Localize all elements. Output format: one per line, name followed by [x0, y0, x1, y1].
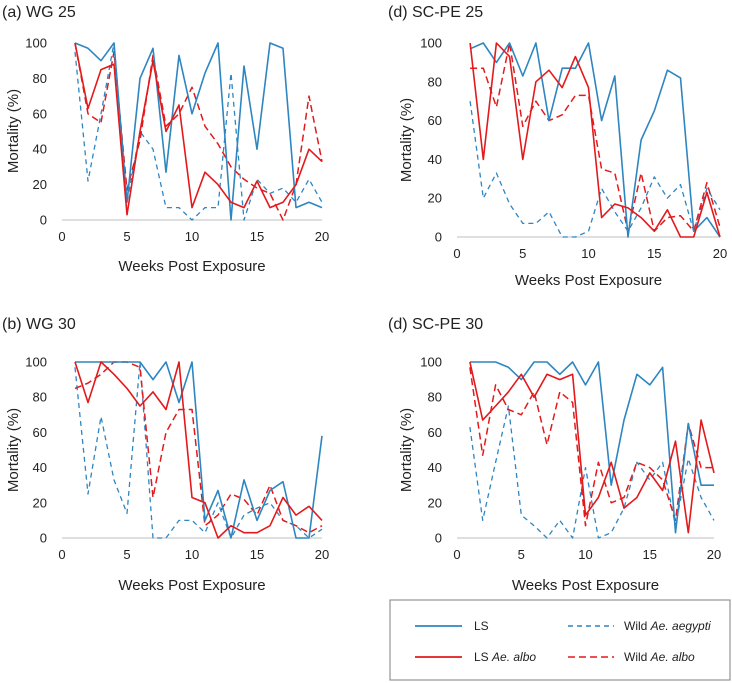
y-tick-label: 20 [33, 495, 47, 510]
x-tick-label: 10 [185, 547, 199, 562]
y-tick-label: 100 [25, 355, 47, 370]
chart-title: (b) WG 30 [2, 316, 76, 333]
x-tick-label: 10 [581, 246, 595, 261]
series-line-wild-ae-aegypti [469, 101, 721, 238]
y-axis-label: Mortality (%) [398, 408, 415, 492]
legend: LS LS Ae. albo Wild Ae. aegypti Wild Ae.… [389, 599, 731, 681]
series-line-ls [469, 42, 721, 238]
x-tick-label: 0 [453, 547, 460, 562]
x-tick-label: 10 [578, 547, 592, 562]
x-tick-label: 0 [58, 229, 65, 244]
legend-label-ls-albo: LS Ae. albo [474, 650, 536, 664]
series-line-ls-ae-albo [74, 361, 323, 539]
series-line-wild-ae-albo [470, 42, 721, 232]
x-tick-label: 20 [315, 229, 329, 244]
y-axis-label: Mortality (%) [398, 98, 415, 182]
y-tick-label: 40 [33, 142, 47, 157]
x-tick-label: 20 [315, 547, 329, 562]
y-tick-label: 0 [40, 531, 47, 546]
y-tick-label: 60 [33, 425, 47, 440]
x-tick-label: 5 [123, 547, 130, 562]
x-tick-label: 20 [707, 547, 721, 562]
x-tick-label: 5 [518, 547, 525, 562]
y-tick-label: 60 [428, 113, 442, 128]
x-tick-label: 15 [647, 246, 661, 261]
x-axis-label: Weeks Post Exposure [118, 577, 265, 594]
y-tick-label: 80 [33, 71, 47, 86]
y-axis-label: Mortality (%) [5, 408, 22, 492]
chart-panel-d: (d) SC-PE 25 0 20 40 60 80 100 0 5 10 15 20 Mortalit… [388, 4, 727, 289]
chart-panel-b: (b) WG 30 0 20 40 60 80 100 0 5 10 15 20 Mortality (… [2, 316, 329, 594]
series-line-ls-ae-albo [469, 361, 715, 534]
x-axis-label: Weeks Post Exposure [118, 258, 265, 275]
y-tick-label: 60 [33, 106, 47, 121]
chart-title: (d) SC-PE 25 [388, 4, 483, 21]
y-tick-label: 60 [428, 425, 442, 440]
y-tick-label: 20 [33, 177, 47, 192]
series-line-ls [469, 361, 714, 534]
x-tick-label: 5 [519, 246, 526, 261]
y-tick-label: 40 [33, 460, 47, 475]
series-line-ls-ae-albo [74, 42, 323, 216]
chart-panel-a: (a) WG 25 0 20 40 60 80 100 0 5 10 15 20 Mortality (… [2, 4, 329, 275]
y-tick-label: 100 [25, 36, 47, 51]
y-tick-label: 80 [428, 390, 442, 405]
x-axis-label: Weeks Post Exposure [515, 272, 662, 289]
y-tick-label: 80 [33, 390, 47, 405]
y-tick-label: 100 [420, 36, 442, 51]
chart-title: (d) SC-PE 30 [388, 316, 483, 333]
chart-title: (a) WG 25 [2, 4, 76, 21]
y-axis-label: Mortality (%) [5, 89, 22, 173]
legend-label-wild-albo: Wild Ae. albo [624, 650, 695, 664]
legend-label-ls: LS [474, 619, 489, 633]
x-tick-label: 0 [58, 547, 65, 562]
x-axis-label: Weeks Post Exposure [512, 577, 659, 594]
series-line-ls [75, 361, 323, 539]
y-tick-label: 0 [435, 531, 442, 546]
y-tick-label: 20 [428, 191, 442, 206]
x-tick-label: 20 [713, 246, 727, 261]
y-tick-label: 0 [40, 213, 47, 228]
y-tick-label: 100 [420, 355, 442, 370]
y-tick-label: 20 [428, 495, 442, 510]
series-line-ls [74, 42, 323, 221]
x-tick-label: 15 [643, 547, 657, 562]
series-line-wild-ae-albo [469, 367, 714, 527]
legend-box [389, 599, 731, 681]
y-tick-label: 40 [428, 152, 442, 167]
y-tick-label: 80 [428, 74, 442, 89]
x-tick-label: 15 [250, 547, 264, 562]
x-tick-label: 10 [185, 229, 199, 244]
x-tick-label: 5 [123, 229, 130, 244]
series-line-ls-ae-albo [469, 42, 721, 238]
chart-panel-d2: (d) SC-PE 30 0 20 40 60 80 100 0 5 10 15 20 Mortalit… [388, 316, 721, 594]
legend-label-wild-aegypti: Wild Ae. aegypti [624, 619, 711, 633]
x-tick-label: 0 [453, 246, 460, 261]
x-tick-label: 15 [250, 229, 264, 244]
y-tick-label: 40 [428, 460, 442, 475]
y-tick-label: 0 [435, 230, 442, 245]
